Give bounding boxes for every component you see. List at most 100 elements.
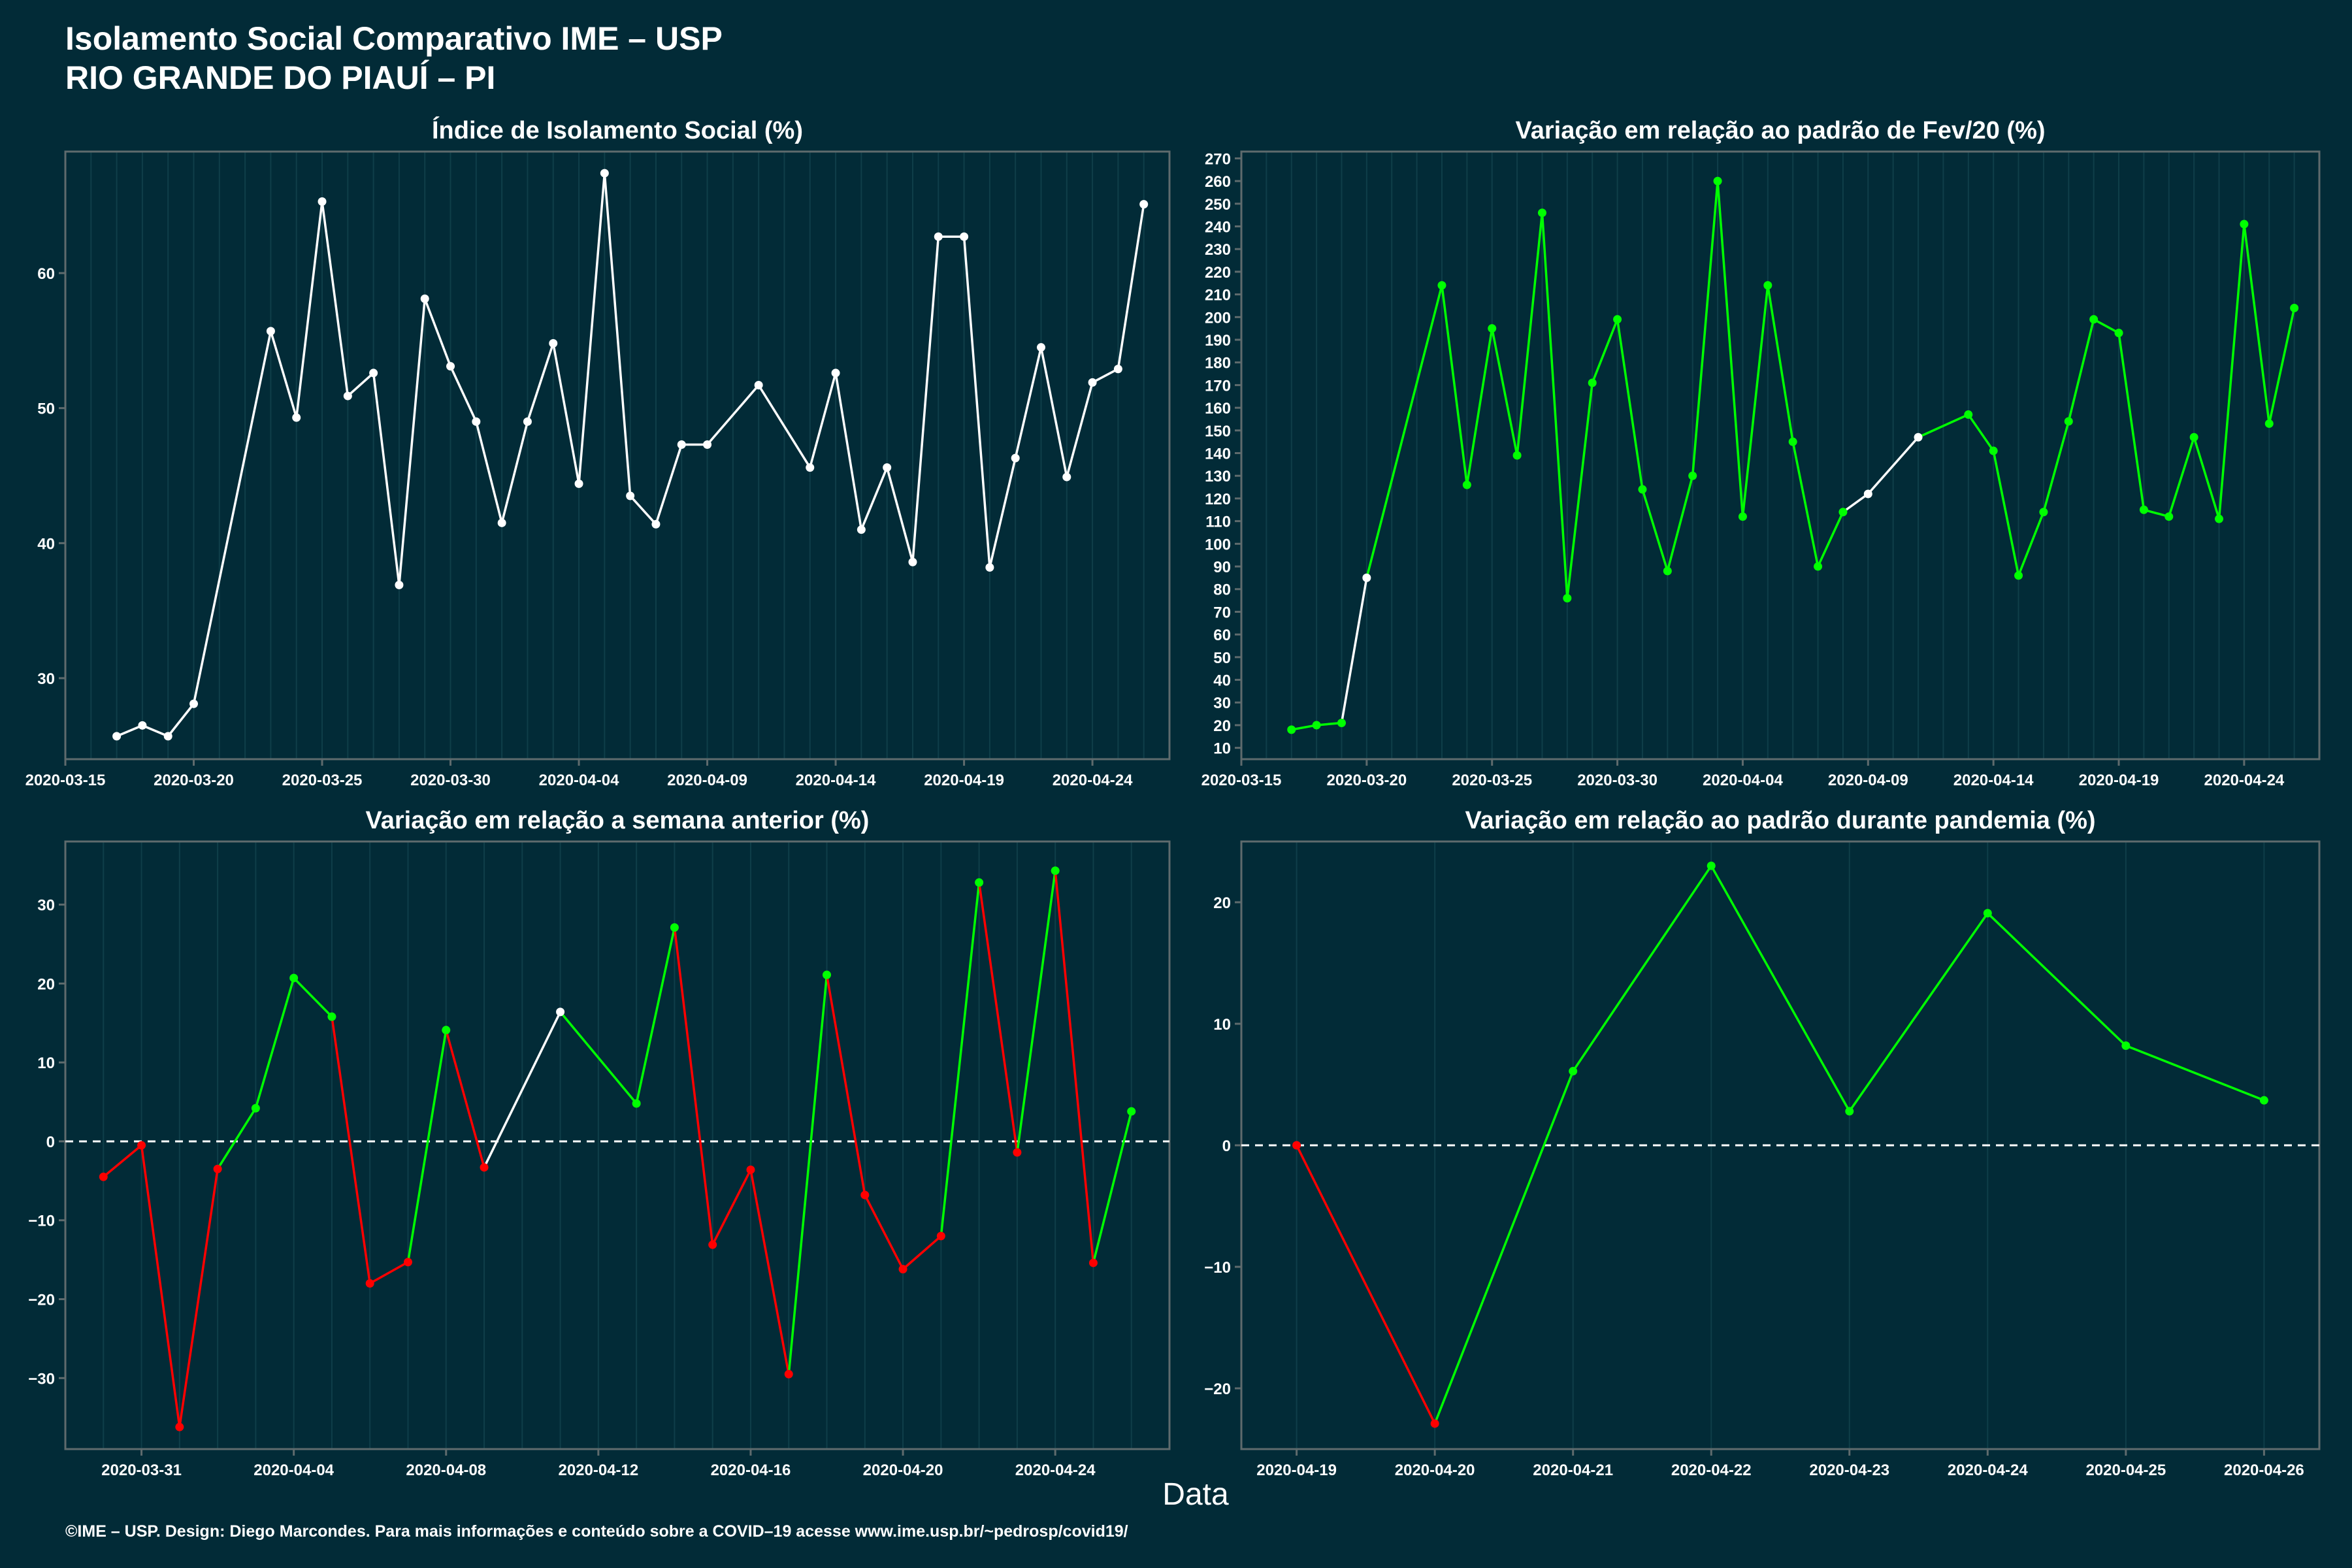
data-point <box>600 169 609 178</box>
data-point <box>99 1172 108 1181</box>
y-tick-label: 170 <box>1205 377 1231 395</box>
x-tick-label: 2020-03-20 <box>1326 772 1407 789</box>
series-segment <box>635 926 676 1105</box>
data-point <box>1989 446 1998 455</box>
x-tick-label: 2020-04-25 <box>2085 1462 2166 1479</box>
data-point <box>2014 571 2023 580</box>
y-tick-label: 80 <box>1213 581 1231 599</box>
data-point <box>175 1422 184 1431</box>
data-point <box>1512 451 1522 460</box>
data-point <box>369 368 378 378</box>
y-tick-label: 190 <box>1205 332 1231 350</box>
x-tick-label: 2020-04-19 <box>2079 772 2159 789</box>
series-segment <box>809 372 837 469</box>
data-point <box>936 1232 945 1241</box>
panel-isolamento: Índice de Isolamento Social (%) 2020-03-1… <box>25 116 1171 789</box>
y-tick-label: 20 <box>37 975 55 993</box>
series-segment <box>1666 474 1694 572</box>
data-point <box>632 1099 641 1108</box>
data-point <box>651 519 661 529</box>
series-segment <box>1741 284 1769 518</box>
series-segment <box>346 372 375 397</box>
series-segment <box>192 330 272 706</box>
y-tick-label: 270 <box>1205 150 1231 168</box>
series-segment <box>2243 223 2271 425</box>
series-segment <box>372 372 400 587</box>
series-segment <box>551 342 580 485</box>
data-point <box>138 721 147 730</box>
series-segment <box>526 342 555 423</box>
data-point <box>2139 505 2148 514</box>
series-segment <box>254 977 295 1109</box>
data-point <box>395 580 404 589</box>
series-segment <box>1541 211 1569 600</box>
x-tick-label: 2020-04-20 <box>863 1462 943 1479</box>
series-segment <box>406 1028 448 1264</box>
y-tick-label: 0 <box>46 1134 55 1151</box>
x-tick-label: 2020-03-31 <box>101 1462 182 1479</box>
x-tick-label: 2020-04-24 <box>1015 1462 1096 1479</box>
data-point <box>1113 365 1122 374</box>
data-point <box>1088 378 1097 387</box>
data-point <box>189 699 199 708</box>
series-segment <box>911 235 940 564</box>
data-point <box>898 1265 907 1274</box>
series-segment <box>711 1168 752 1246</box>
series-segment <box>2042 420 2070 514</box>
data-point <box>1563 594 1572 603</box>
plot-frame <box>64 150 1171 760</box>
series-segment <box>1848 911 1989 1113</box>
data-point <box>754 381 763 390</box>
series-segment <box>1967 413 1995 452</box>
data-point <box>1127 1107 1136 1116</box>
series-segment <box>1716 180 1744 518</box>
series-points <box>1287 176 2299 734</box>
data-point <box>2215 514 2224 523</box>
x-tick-label: 2020-03-20 <box>154 772 234 789</box>
series-segment <box>2142 508 2170 518</box>
chart-title: Variação em relação a semana anterior (%… <box>366 807 870 834</box>
series-segment <box>864 1194 904 1271</box>
footer-credit: ©IME – USP. Design: Diego Marcondes. Par… <box>65 1522 1128 1541</box>
panel-variacao-fev20: Variação em relação ao padrão de Fev/20 … <box>1201 117 2321 789</box>
data-point <box>1362 573 1371 582</box>
x-tick-label: 2020-04-08 <box>406 1462 486 1479</box>
x-tick-label: 2020-04-19 <box>924 772 1004 789</box>
x-tick-label: 2020-04-09 <box>1828 772 1908 789</box>
y-tick-label: 160 <box>1205 400 1231 417</box>
series-segment <box>449 365 478 423</box>
y-tick-label: 260 <box>1205 173 1231 191</box>
series-segment <box>141 724 169 738</box>
series-segment <box>2017 511 2045 577</box>
data-point <box>1462 480 1471 489</box>
series-segment <box>1490 327 1518 457</box>
series-segment <box>902 1235 943 1271</box>
data-point <box>2290 303 2299 312</box>
series-segment <box>292 977 333 1018</box>
x-tick-label: 2020-04-14 <box>1953 772 2034 789</box>
data-point <box>1688 471 1697 480</box>
y-tick-label: 60 <box>37 265 55 283</box>
data-point <box>1062 472 1071 482</box>
series-segment <box>578 172 606 485</box>
series-segment <box>269 330 298 419</box>
data-point <box>1013 1148 1022 1157</box>
x-tick-label: 2020-04-16 <box>711 1462 791 1479</box>
y-tick-label: 130 <box>1205 468 1231 485</box>
series-segment <box>2117 331 2146 512</box>
data-point <box>1139 200 1149 209</box>
series-segment <box>1616 318 1644 491</box>
gridlines <box>65 841 1170 1449</box>
x-tick-label: 2020-03-30 <box>410 772 491 789</box>
data-point <box>1051 866 1060 875</box>
series-segment <box>2067 318 2095 423</box>
data-point <box>1569 1067 1578 1076</box>
series-segment <box>1816 511 1844 568</box>
data-point <box>1292 1141 1301 1150</box>
data-point <box>1914 433 1923 442</box>
data-point <box>420 294 429 303</box>
series-points <box>112 169 1149 741</box>
series-segment <box>1016 869 1056 1154</box>
y-tick-label: 120 <box>1205 491 1231 508</box>
data-point <box>343 391 352 400</box>
